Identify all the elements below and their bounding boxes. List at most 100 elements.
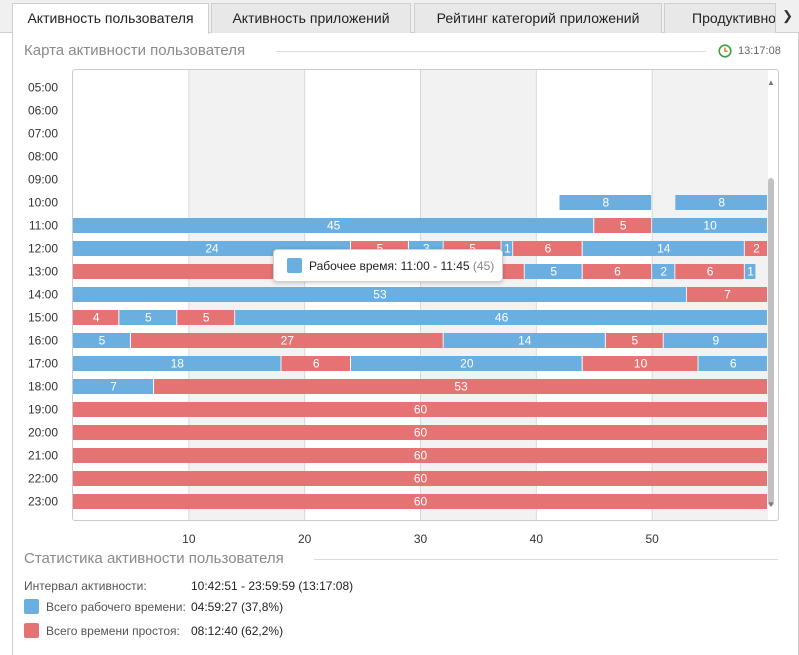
hour-label: 18:00 [28,380,58,394]
x-tick-label: 30 [414,532,428,546]
segment-label: 6 [545,242,552,256]
tooltip-text: Рабочее время: 11:00 - 11:45 (45) [309,259,494,273]
tab-app-category-rating[interactable]: Рейтинг категорий приложений [414,3,662,33]
work-segment [675,195,767,210]
segment-label: 1 [747,265,754,279]
hour-label: 15:00 [28,311,58,325]
interval-label: Интервал активности: [24,579,147,593]
hour-label: 17:00 [28,357,58,371]
hour-label: 07:00 [28,127,58,141]
idle-time-label: Всего времени простоя: [46,624,180,638]
segment-label: 60 [414,495,428,509]
segment-label: 7 [724,288,731,302]
work-segment [744,264,756,279]
idle-segment [686,287,767,302]
work-segment [73,356,281,371]
idle-segment [73,425,767,440]
segment-label: 6 [313,357,320,371]
segment-label: 4 [93,311,100,325]
idle-segment [501,264,524,279]
segment-label: 60 [414,426,428,440]
tooltip-work-swatch [287,258,302,273]
segment-label: 5 [620,219,627,233]
segment-label: 5 [631,334,638,348]
work-segment [235,310,767,325]
segment-label: 14 [518,334,532,348]
scroll-down-arrow[interactable]: ▼ [767,500,775,509]
segment-label: 53 [373,288,387,302]
hour-label: 16:00 [28,334,58,348]
idle-segment [582,264,652,279]
segment-label: 53 [454,380,468,394]
hour-label: 11:00 [29,219,58,233]
hour-label: 10:00 [28,196,58,210]
map-section-rule [276,51,706,52]
idle-segment [177,310,235,325]
work-segment [559,195,652,210]
vertical-scrollbar-thumb[interactable] [768,178,774,506]
hour-label: 05:00 [28,81,58,95]
segment-label: 9 [713,334,720,348]
hour-label: 08:00 [28,150,58,164]
work-segment [73,218,594,233]
idle-segment [744,241,767,256]
idle-segment [130,333,443,348]
segment-label: 5 [99,334,106,348]
idle-segment [582,356,698,371]
work-segment [351,356,582,371]
segment-label: 8 [718,196,725,210]
segment-label: 6 [707,265,714,279]
hour-label: 20:00 [28,426,58,440]
work-segment [119,310,177,325]
hour-label: 19:00 [28,403,58,417]
x-tick-label: 20 [298,532,312,546]
segment-label: 8 [602,196,609,210]
scroll-up-arrow[interactable]: ▲ [767,78,775,87]
idle-segment [154,379,768,394]
segment-label: 2 [660,265,667,279]
chevron-right-icon[interactable]: ❯ [782,8,793,23]
segment-label: 7 [110,380,117,394]
segment-label: 24 [205,242,219,256]
tab-productivity[interactable]: Продуктивнос [664,3,776,33]
idle-segment [73,448,767,463]
segment-label: 1 [504,242,511,256]
idle-time-value: 08:12:40 (62,2%) [191,624,284,638]
stats-section-title: Статистика активности пользователя [24,550,284,567]
segment-label: 60 [414,472,428,486]
work-segment [501,241,513,256]
segment-label: 5 [550,265,557,279]
segment-label: 18 [171,357,185,371]
segment-label: 10 [634,357,648,371]
x-tick-label: 40 [530,532,544,546]
work-segment [663,333,767,348]
segment-label: 5 [203,311,210,325]
segment-label: 5 [145,311,152,325]
idle-segment [73,471,767,486]
work-segment [582,241,744,256]
hour-label: 12:00 [28,242,58,256]
map-section-title: Карта активности пользователя [24,42,246,59]
elapsed-time: 13:17:08 [738,45,781,57]
segment-label: 2 [753,242,760,256]
idle-segment [594,218,652,233]
x-tick-label: 10 [182,532,196,546]
work-time-value: 04:59:27 (37,8%) [191,600,284,614]
stats-section-rule [314,559,778,560]
work-segment [443,333,605,348]
hour-label: 23:00 [28,495,58,509]
work-time-label: Всего рабочего времени: [46,600,186,614]
hour-label: 22:00 [28,472,58,486]
segment-label: 5 [377,242,384,256]
tooltip-count: (45) [472,259,495,273]
tab-app-activity[interactable]: Активность приложений [211,3,411,33]
idle-segment [281,356,350,371]
work-segment [73,287,686,302]
segment-label: 27 [281,334,295,348]
clock-icon[interactable] [718,44,732,58]
tab-user-activity[interactable]: Активность пользователя [12,3,209,34]
hour-label: 06:00 [28,104,58,118]
segment-label: 45 [327,219,341,233]
x-tick-label: 50 [645,532,659,546]
